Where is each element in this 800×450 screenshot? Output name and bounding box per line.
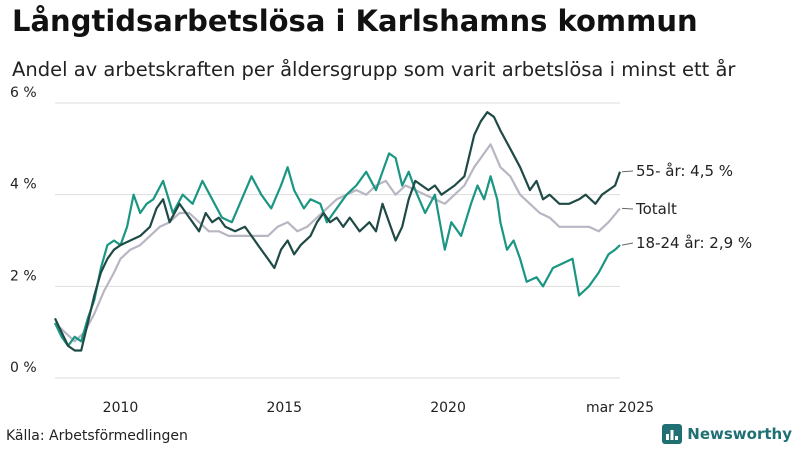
- newsworthy-logo-icon: [662, 424, 683, 444]
- x-tick-label: 2015: [266, 400, 302, 416]
- series-line-older: [54, 111, 622, 352]
- chart-title: Långtidsarbetslösa i Karlshamns kommun: [12, 4, 698, 38]
- x-axis-ticks: 2010 2015 2020 mar 2025: [103, 400, 654, 416]
- label-connector: [621, 207, 634, 210]
- series-end-label-young: 18-24 år: 2,9 %: [636, 234, 752, 252]
- y-tick-label: 0 %: [10, 360, 37, 376]
- label-connector: [621, 242, 634, 246]
- x-tick-label: 2010: [103, 400, 139, 416]
- y-axis-ticks: 0 % 2 % 4 % 6 %: [10, 85, 37, 376]
- y-tick-label: 4 %: [10, 177, 37, 193]
- series-line-young: [54, 152, 621, 347]
- series-line-total: [54, 143, 621, 343]
- x-tick-label: 2020: [430, 400, 466, 416]
- grid-lines: [55, 102, 620, 379]
- series-end-label-older: 55- år: 4,5 %: [636, 162, 733, 180]
- series-lines: [54, 111, 622, 352]
- x-tick-label: mar 2025: [586, 400, 654, 416]
- chart-subtitle: Andel av arbetskraften per åldersgrupp s…: [12, 58, 736, 81]
- y-tick-label: 2 %: [10, 268, 37, 284]
- series-end-label-total: Totalt: [635, 200, 677, 218]
- source-note: Källa: Arbetsförmedlingen: [6, 428, 188, 444]
- series-end-labels: 55- år: 4,5 % Totalt 18-24 år: 2,9 %: [621, 162, 752, 252]
- label-connector: [621, 170, 634, 173]
- brand-logo: Newsworthy: [662, 424, 792, 444]
- y-tick-label: 6 %: [10, 85, 37, 101]
- brand-name: Newsworthy: [687, 425, 792, 443]
